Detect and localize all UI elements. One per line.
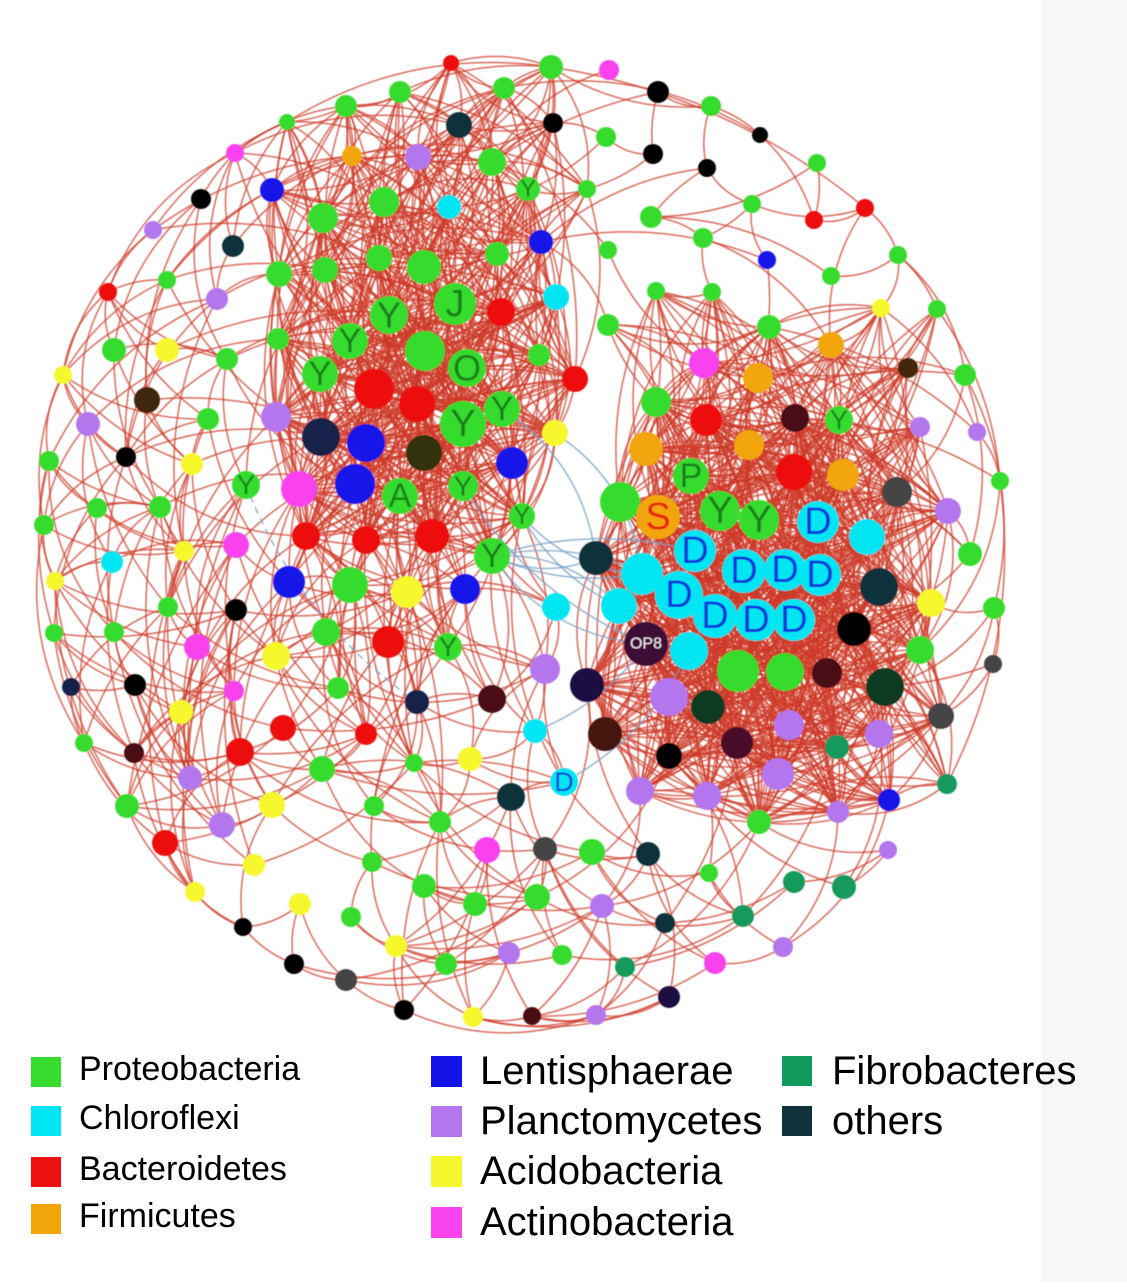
svg-text:O: O bbox=[453, 348, 481, 389]
svg-text:Y: Y bbox=[707, 490, 732, 532]
svg-text:D: D bbox=[806, 554, 833, 596]
svg-text:Y: Y bbox=[439, 632, 457, 662]
svg-text:OP8: OP8 bbox=[630, 636, 662, 653]
svg-text:Lentisphaerae: Lentisphaerae bbox=[480, 1049, 734, 1093]
svg-text:Planctomycetes: Planctomycetes bbox=[480, 1099, 762, 1143]
svg-text:Y: Y bbox=[514, 502, 531, 530]
svg-text:Actinobacteria: Actinobacteria bbox=[480, 1200, 734, 1244]
svg-text:P: P bbox=[680, 457, 703, 495]
svg-text:Y: Y bbox=[339, 322, 362, 360]
svg-text:J: J bbox=[446, 283, 465, 325]
svg-text:Y: Y bbox=[309, 355, 332, 393]
svg-text:Y: Y bbox=[481, 537, 504, 575]
svg-text:Fibrobacteres: Fibrobacteres bbox=[832, 1049, 1077, 1093]
svg-text:Chloroflexi: Chloroflexi bbox=[79, 1099, 240, 1137]
svg-text:Y: Y bbox=[491, 390, 514, 428]
svg-text:Proteobacteria: Proteobacteria bbox=[79, 1050, 300, 1088]
svg-text:D: D bbox=[804, 501, 831, 543]
svg-text:D: D bbox=[681, 530, 708, 572]
svg-text:D: D bbox=[665, 574, 692, 616]
svg-text:D: D bbox=[780, 599, 807, 641]
svg-text:Y: Y bbox=[454, 471, 473, 502]
svg-text:Bacteroidetes: Bacteroidetes bbox=[79, 1150, 287, 1188]
svg-text:S: S bbox=[645, 496, 670, 538]
svg-text:Y: Y bbox=[450, 403, 475, 445]
svg-text:Y: Y bbox=[746, 499, 771, 541]
svg-text:Y: Y bbox=[377, 295, 401, 336]
svg-text:D: D bbox=[701, 595, 728, 637]
svg-text:D: D bbox=[554, 767, 574, 797]
svg-text:D: D bbox=[742, 599, 769, 641]
svg-text:D: D bbox=[771, 549, 798, 591]
svg-text:Y: Y bbox=[830, 405, 848, 435]
svg-text:others: others bbox=[832, 1099, 943, 1143]
svg-text:A: A bbox=[389, 477, 412, 515]
svg-text:Y: Y bbox=[520, 176, 536, 203]
svg-text:Acidobacteria: Acidobacteria bbox=[480, 1149, 723, 1193]
svg-text:Y: Y bbox=[237, 470, 255, 500]
svg-text:Firmicutes: Firmicutes bbox=[79, 1197, 236, 1235]
svg-text:D: D bbox=[730, 550, 757, 592]
